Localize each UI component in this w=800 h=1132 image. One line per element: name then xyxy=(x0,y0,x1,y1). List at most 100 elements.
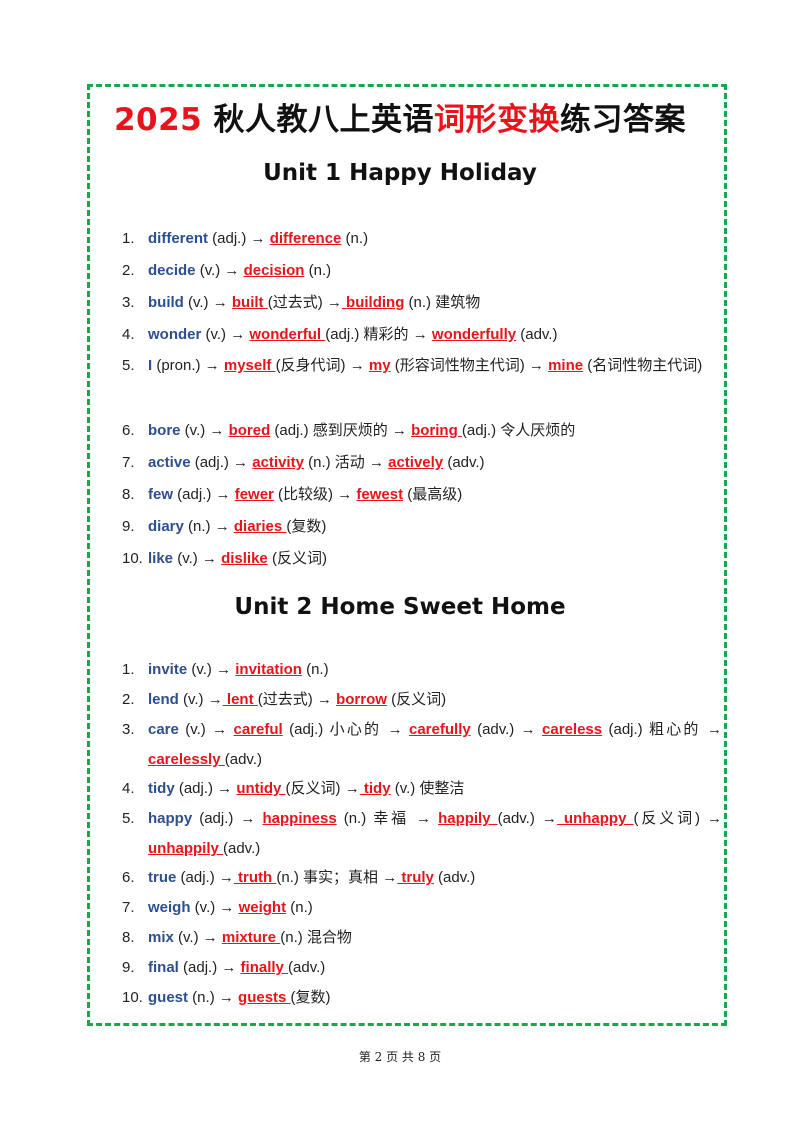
item-number: 8. xyxy=(122,486,135,503)
part-of-speech-note: (adj.) 小心的 → xyxy=(282,721,409,738)
item-number: 5. xyxy=(122,810,135,827)
part-of-speech-note: (n.) xyxy=(301,661,329,678)
part-of-speech-note: (v.) → xyxy=(183,294,232,311)
part-of-speech-note: (复数) xyxy=(286,518,327,535)
answer-word: carelessly xyxy=(148,751,225,768)
base-word: I xyxy=(148,357,153,374)
title-suffix: 练习答案 xyxy=(560,102,687,138)
part-of-speech-note: (adv.) xyxy=(223,840,261,857)
list-item: 4. tidy (adj.) → untidy (反义词) → tidy (v.)… xyxy=(122,774,722,804)
part-of-speech-note: (反义词) → xyxy=(285,780,360,797)
part-of-speech-note: (过去式) → xyxy=(267,294,342,311)
answer-word: decision xyxy=(243,262,305,279)
answer-word: guests xyxy=(238,989,291,1006)
answer-word: boring xyxy=(411,422,462,439)
part-of-speech-note: (v.) → xyxy=(173,550,222,567)
answer-word: unhappily xyxy=(148,840,223,857)
part-of-speech-note: (adj.) 精彩的 → xyxy=(325,326,432,343)
answer-word: bored xyxy=(228,422,271,439)
page-title: 2025 秋人教八上英语词形变换练习答案 xyxy=(0,94,800,139)
base-word: wonder xyxy=(148,326,202,343)
part-of-speech-note: (n.) xyxy=(341,230,369,247)
item-number: 2. xyxy=(122,691,135,708)
answer-word: finally xyxy=(240,959,289,976)
list-item: 10. guest (n.) → guests (复数) xyxy=(122,983,722,1013)
base-word: build xyxy=(148,294,184,311)
part-of-speech-note: (反义词) → xyxy=(633,810,722,827)
part-of-speech-note: (过去式) → xyxy=(257,691,337,708)
title-topic: 词形变换 xyxy=(434,102,561,138)
list-item: 8. mix (v.) → mixture (n.) 混合物 xyxy=(122,923,722,953)
title-year: 2025 xyxy=(113,102,203,138)
item-number: 5. xyxy=(122,357,135,374)
list-item: 5. I (pron.) → myself (反身代词) → my (形容词性物主… xyxy=(122,351,722,415)
answer-word: untidy xyxy=(236,780,286,797)
base-word: final xyxy=(148,959,179,976)
item-number: 2. xyxy=(122,262,135,279)
item-number: 4. xyxy=(122,326,135,343)
answer-word: dislike xyxy=(221,550,268,567)
answer-word: mine xyxy=(548,357,584,374)
answer-word: wonderful xyxy=(249,326,326,343)
part-of-speech-note: (adv.) → xyxy=(497,810,557,827)
part-of-speech-note: (反身代词) → xyxy=(275,357,369,374)
part-of-speech-note: (n.) 活动 → xyxy=(303,454,389,471)
answer-word: carefully xyxy=(409,721,471,738)
answer-word: careless xyxy=(542,721,603,738)
answer-word: happiness xyxy=(262,810,337,827)
part-of-speech-note: (adj.) 感到厌烦的 → xyxy=(270,422,412,439)
list-item: 4. wonder (v.) → wonderful (adj.) 精彩的 → w… xyxy=(122,319,722,351)
list-item: 7. active (adj.) → activity (n.) 活动 → act… xyxy=(122,447,722,479)
page-number-footer: 第 2 页 共 8 页 xyxy=(358,1050,442,1064)
base-word: happy xyxy=(148,810,193,827)
item-number: 7. xyxy=(122,454,135,471)
part-of-speech-note: (adj.) → xyxy=(174,780,237,797)
part-of-speech-note: (比较级) → xyxy=(273,486,357,503)
answer-word: truly xyxy=(397,869,434,886)
part-of-speech-note: (v.) → xyxy=(180,422,229,439)
list-item: 3. care (v.) → careful (adj.) 小心的 → caref… xyxy=(122,715,722,774)
part-of-speech-note: (pron.) → xyxy=(152,357,224,374)
list-item: 7. weigh (v.) → weight (n.) xyxy=(122,893,722,923)
list-item: 2. decide (v.) → decision (n.) xyxy=(122,255,722,287)
part-of-speech-note: (n.) 幸福 → xyxy=(336,810,439,827)
item-number: 10. xyxy=(122,550,143,567)
part-of-speech-note: (adv.) xyxy=(288,959,326,976)
part-of-speech-note: (adj.) 令人厌烦的 xyxy=(461,422,576,439)
dashed-border-frame xyxy=(87,84,727,1026)
base-word: true xyxy=(148,869,177,886)
answer-word: myself xyxy=(223,357,276,374)
part-of-speech-note: (v.) → xyxy=(187,661,236,678)
item-number: 9. xyxy=(122,518,135,535)
unit1-heading: Unit 1 Happy Holiday xyxy=(263,160,537,186)
answer-word: my xyxy=(368,357,391,374)
base-word: few xyxy=(148,486,174,503)
part-of-speech-note: (adv.) xyxy=(433,869,476,886)
part-of-speech-note: (最高级) xyxy=(403,486,463,503)
answer-word: fewest xyxy=(356,486,404,503)
part-of-speech-note: (adv.) xyxy=(224,751,262,768)
list-item: 2. lend (v.) → lent (过去式) → borrow (反义词) xyxy=(122,685,722,715)
base-word: bore xyxy=(148,422,181,439)
base-word: weigh xyxy=(148,899,191,916)
part-of-speech-note: (adv.) xyxy=(443,454,485,471)
item-number: 6. xyxy=(122,422,135,439)
base-word: like xyxy=(148,550,174,567)
part-of-speech-note: (v.) → xyxy=(178,691,223,708)
answer-word: activity xyxy=(252,454,304,471)
part-of-speech-note: (adv.) xyxy=(516,326,558,343)
part-of-speech-note: (n.) → xyxy=(188,989,239,1006)
part-of-speech-note: (复数) xyxy=(290,989,331,1006)
base-word: decide xyxy=(148,262,196,279)
list-item: 5. happy (adj.) → happiness (n.) 幸福 → hap… xyxy=(122,804,722,863)
list-item: 9. final (adj.) → finally (adv.) xyxy=(122,953,722,983)
unit1-word-list: 1. different (adj.) → difference (n.) 2. de… xyxy=(122,223,722,575)
answer-word: built xyxy=(231,294,268,311)
answer-word: unhappy xyxy=(556,810,634,827)
base-word: lend xyxy=(148,691,179,708)
part-of-speech-note: (v.) → xyxy=(195,262,244,279)
list-item: 10. like (v.) → dislike (反义词) xyxy=(122,543,722,575)
answer-word: invitation xyxy=(235,661,302,678)
list-item: 3. build (v.) → built (过去式) → building (n… xyxy=(122,287,722,319)
part-of-speech-note: (v.) → xyxy=(173,929,222,946)
